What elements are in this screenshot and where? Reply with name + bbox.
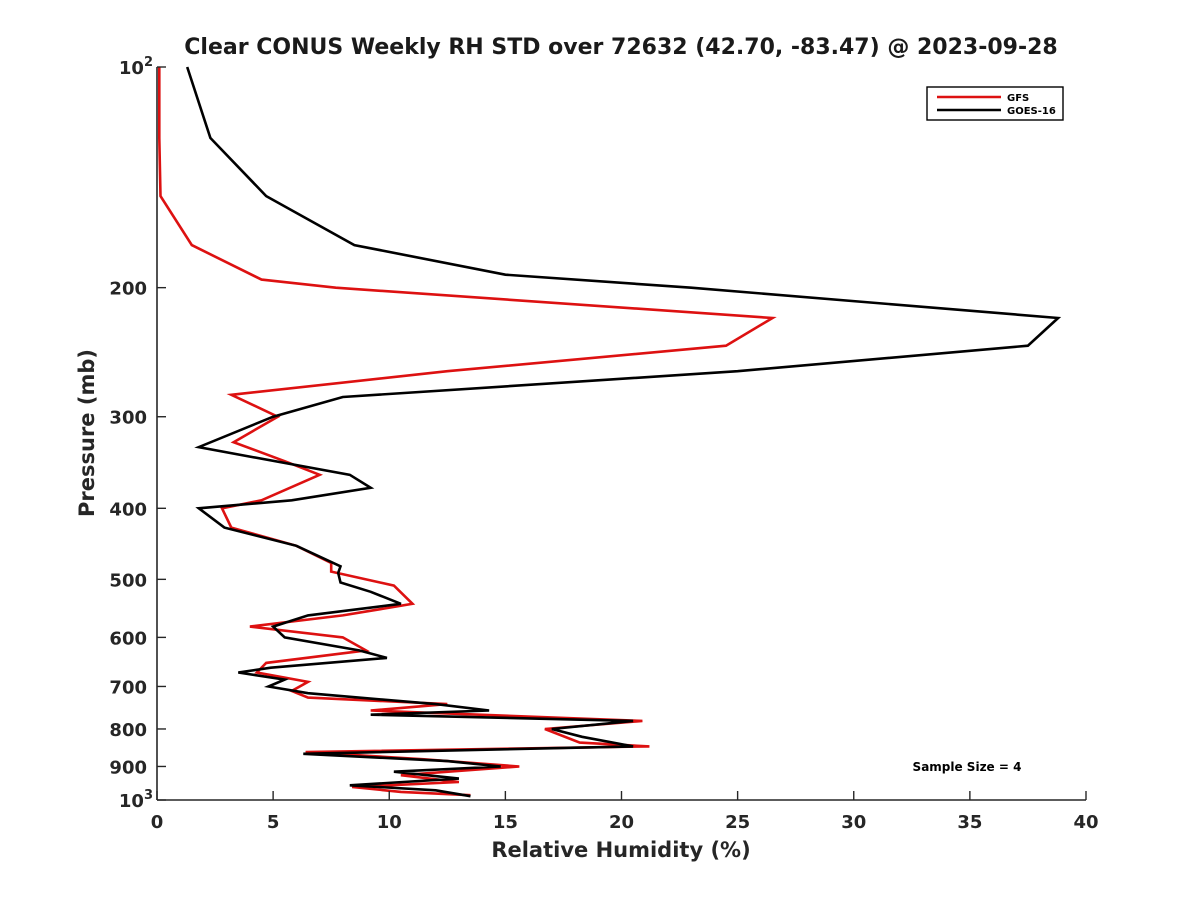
legend-box <box>926 86 1064 121</box>
y-tick-label: 200 <box>109 279 147 300</box>
x-tick-label: 20 <box>609 812 634 833</box>
y-tick-label: 400 <box>109 499 147 520</box>
y-tick-label: 600 <box>109 628 147 649</box>
legend-label: GFS <box>1007 93 1029 104</box>
legend: GFS GOES-16 <box>926 86 1064 121</box>
y-tick-label: 300 <box>109 408 147 429</box>
series-layer <box>158 66 1062 798</box>
y-tick-label: 700 <box>109 677 147 698</box>
y-tick-exponent: 3 <box>144 788 153 803</box>
x-tick-label: 25 <box>725 812 750 833</box>
x-tick-label: 40 <box>1073 812 1098 833</box>
y-tick-label: 900 <box>109 757 147 778</box>
x-axis-label: Relative Humidity (%) <box>491 838 750 862</box>
legend-label: GOES-16 <box>1007 106 1056 117</box>
y-tick-exponent: 2 <box>144 55 153 70</box>
x-tick-label: 0 <box>151 812 164 833</box>
x-tick-label: 35 <box>957 812 982 833</box>
axes-layer: 0 5 10 15 20 25 30 35 40102200300400500600700800… <box>109 55 1098 833</box>
series-line-goes-16 <box>185 66 1062 798</box>
x-tick-label: 15 <box>493 812 518 833</box>
x-tick-label: 30 <box>841 812 866 833</box>
y-tick-label: 500 <box>109 570 147 591</box>
sample-size-annotation: Sample Size = 4 <box>913 760 1022 774</box>
x-tick-label: 10 <box>377 812 402 833</box>
chart-title: Clear CONUS Weekly RH STD over 72632 (42… <box>184 35 1057 60</box>
x-tick-label: 5 <box>267 812 280 833</box>
y-axis-label: Pressure (mb) <box>75 349 99 517</box>
y-tick-label: 800 <box>109 720 147 741</box>
